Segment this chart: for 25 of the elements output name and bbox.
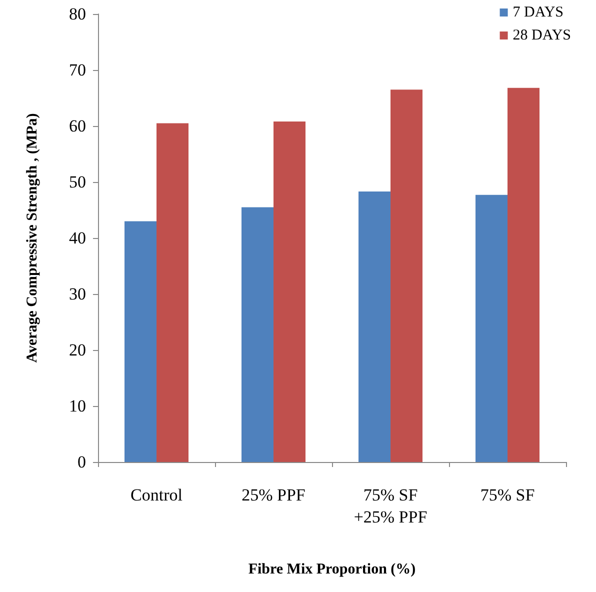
- bar: [156, 123, 188, 462]
- bar: [508, 88, 540, 462]
- x-tick-label: 75% SF +25% PPF: [354, 486, 428, 526]
- y-tick-label: 10: [69, 396, 86, 416]
- legend-label: 7 DAYS: [512, 4, 564, 20]
- y-tick-label: 50: [69, 172, 86, 192]
- bar: [390, 90, 422, 462]
- x-tick-label: 75% SF: [480, 486, 535, 504]
- y-tick-label: 40: [69, 228, 86, 248]
- legend-label: 28 DAYS: [512, 28, 572, 44]
- x-axis-title: Fibre Mix Proportion (%): [248, 562, 416, 578]
- y-tick-label: 60: [69, 116, 86, 136]
- y-tick-label: 0: [78, 452, 86, 472]
- bar: [358, 192, 390, 462]
- y-tick-label: 70: [69, 60, 86, 80]
- bar: [274, 122, 306, 462]
- bar: [242, 207, 274, 462]
- y-tick-label: 20: [69, 340, 86, 360]
- y-tick-label: 80: [69, 4, 86, 24]
- y-tick-label: 30: [69, 284, 86, 304]
- bar: [124, 221, 156, 462]
- x-tick-label: 25% PPF: [242, 486, 306, 504]
- x-tick-label: Control: [130, 486, 183, 504]
- bar: [476, 194, 508, 462]
- y-axis-title: Average Compressive Strength , (MPa): [24, 113, 40, 363]
